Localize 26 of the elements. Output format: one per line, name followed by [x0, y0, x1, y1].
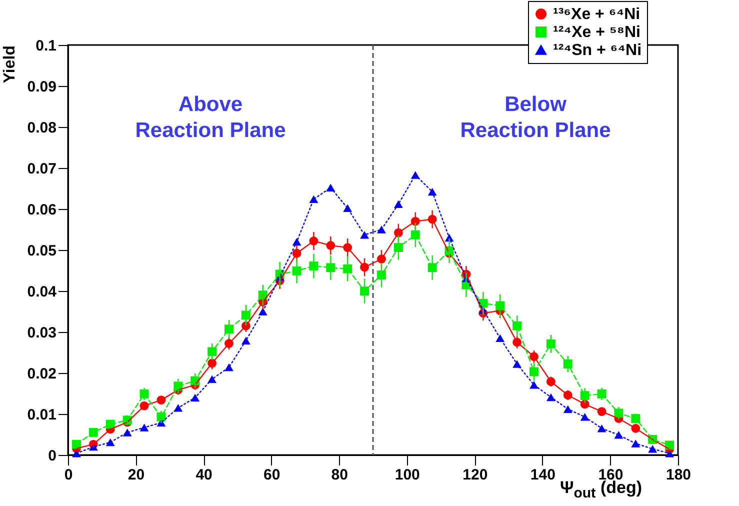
- y-axis-title: Yield: [1, 46, 18, 84]
- y-tick-label: 0.02: [27, 366, 56, 382]
- y-tick-label: 0.06: [27, 202, 56, 218]
- y-tick-label: 0.08: [27, 120, 56, 136]
- x-tick-label: 140: [530, 466, 556, 484]
- legend-label: ¹³⁶Xe + ⁶⁴Ni: [553, 6, 640, 23]
- x-tick-label: 60: [263, 466, 280, 484]
- y-tick-label: 0.04: [27, 284, 58, 300]
- legend-label: ¹²⁴Sn + ⁶⁴Ni: [553, 42, 642, 59]
- legend-label: ¹²⁴Xe + ⁵⁸Ni: [553, 24, 640, 41]
- x-tick-label: 120: [462, 466, 488, 484]
- y-tick-label: 0.03: [27, 324, 56, 342]
- y-tick-label: 0.01: [27, 406, 56, 424]
- annotation: Below Reaction Plane: [460, 93, 611, 142]
- y-tick-label: 0.07: [27, 160, 56, 178]
- x-tick-label: 0: [64, 466, 73, 484]
- x-tick-label: 40: [196, 466, 212, 484]
- y-tick-label: 0.09: [27, 78, 56, 96]
- y-tick-label: 0: [48, 448, 56, 464]
- annotation: Above Reaction Plane: [135, 93, 286, 142]
- x-tick-label: 20: [128, 466, 145, 484]
- x-tick-label: 80: [331, 466, 348, 484]
- y-tick-label: 0.05: [27, 242, 56, 260]
- y-tick-label: 0.1: [36, 38, 56, 54]
- x-tick-label: 180: [666, 466, 692, 484]
- x-tick-label: 100: [394, 466, 420, 484]
